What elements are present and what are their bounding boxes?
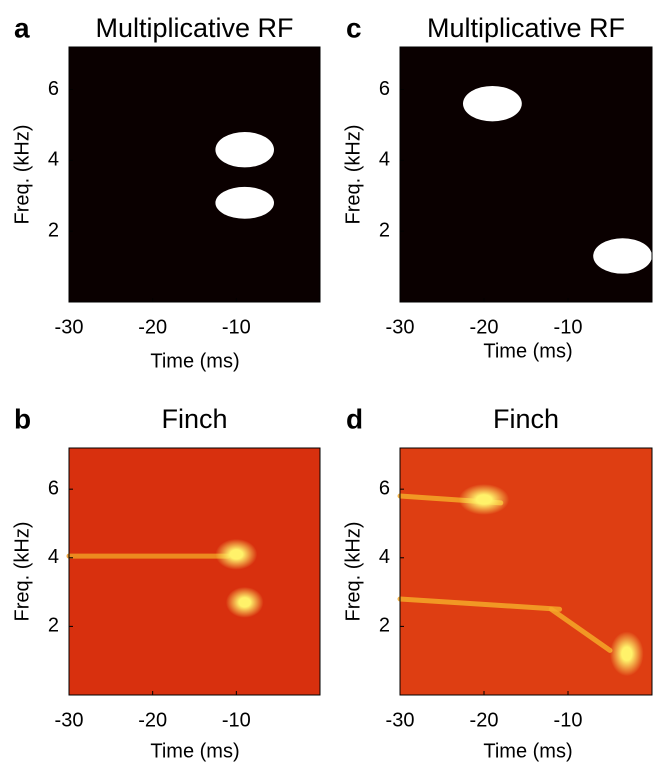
y-tick-label: 6 [48, 78, 59, 100]
spot [610, 631, 644, 677]
x-tick-label: -20 [470, 709, 499, 731]
panel-label: b [14, 403, 31, 434]
x-tick-label: -30 [55, 316, 84, 338]
x-tick-label: -10 [554, 316, 583, 338]
y-axis-label: Freq. (kHz) [11, 125, 33, 225]
streak [397, 596, 563, 612]
panel-label: c [346, 12, 362, 43]
y-tick-label: 4 [379, 546, 390, 568]
spot [215, 132, 274, 168]
spot [215, 186, 274, 219]
chart-title: Multiplicative RF [95, 13, 293, 43]
chart-title: Finch [161, 404, 227, 434]
y-tick-label: 4 [48, 149, 59, 171]
plot-frame [68, 46, 321, 303]
spot [593, 238, 652, 274]
y-tick-label: 6 [379, 477, 390, 499]
plot-frame [399, 46, 653, 303]
y-axis-label: Freq. (kHz) [342, 522, 364, 622]
y-tick-label: 6 [48, 477, 59, 499]
y-tick-label: 2 [48, 615, 59, 637]
y-tick-label: 2 [379, 615, 390, 637]
x-tick-label: -10 [554, 709, 583, 731]
spot [458, 484, 510, 515]
x-tick-label: -10 [222, 709, 251, 731]
x-axis-label: Time (ms) [483, 740, 572, 762]
y-tick-label: 2 [379, 219, 390, 241]
x-axis-label: Time (ms) [150, 350, 239, 372]
plot-background [69, 448, 320, 695]
spot [463, 85, 522, 122]
x-tick-label: -20 [470, 316, 499, 338]
chart-title: Multiplicative RF [427, 13, 625, 43]
x-axis-label: Time (ms) [150, 740, 239, 762]
plot-frame [399, 447, 653, 696]
y-tick-label: 6 [379, 78, 390, 100]
plot-background [69, 47, 320, 302]
chart-title: Finch [493, 404, 559, 434]
y-tick-label: 2 [48, 219, 59, 241]
spot [225, 586, 264, 618]
x-tick-label: -10 [222, 316, 251, 338]
y-tick-label: 4 [48, 546, 59, 568]
x-tick-label: -20 [138, 709, 167, 731]
panel-label: d [346, 403, 363, 434]
x-tick-label: -30 [55, 709, 84, 731]
y-axis-label: Freq. (kHz) [342, 125, 364, 225]
plot-frame [68, 447, 321, 696]
x-axis-label: Time (ms) [483, 340, 572, 362]
y-axis-label: Freq. (kHz) [11, 522, 33, 622]
y-tick-label: 4 [379, 149, 390, 171]
spot [215, 538, 258, 570]
streak [548, 606, 613, 653]
x-tick-label: -30 [386, 316, 415, 338]
panel-label: a [14, 12, 30, 43]
x-tick-label: -20 [138, 316, 167, 338]
x-tick-label: -30 [386, 709, 415, 731]
